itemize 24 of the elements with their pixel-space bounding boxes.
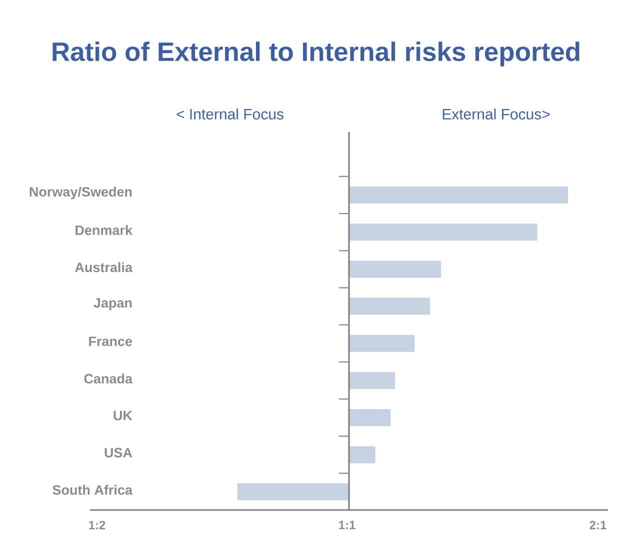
y-tick-label: South Africa <box>52 484 133 495</box>
y-tick-label: UK <box>114 410 132 420</box>
y-tick-label: USA <box>104 448 132 458</box>
bar <box>349 186 568 204</box>
y-tick-label: Japan <box>94 298 132 310</box>
bar <box>349 298 430 315</box>
bar <box>349 334 415 352</box>
bar <box>349 224 538 241</box>
text: 1:1 <box>339 520 356 530</box>
text: < Internal Focus <box>176 108 284 120</box>
chart-title: Ratio of External to Internal risks reported <box>52 42 580 66</box>
text: External Focus> <box>442 108 550 120</box>
text: 2:1 <box>590 520 606 530</box>
bar <box>349 372 395 390</box>
y-tick-label: Denmark <box>76 225 132 236</box>
y-tick-label: Australia <box>75 262 133 272</box>
bar <box>237 483 350 500</box>
bar <box>349 260 441 278</box>
bar <box>349 409 391 426</box>
text: 1:2 <box>89 520 106 530</box>
y-tick-label: Norway/Sweden <box>30 186 132 200</box>
y-tick-label: Canada <box>84 374 133 384</box>
y-tick-label: France <box>89 336 132 346</box>
bar <box>349 446 376 464</box>
